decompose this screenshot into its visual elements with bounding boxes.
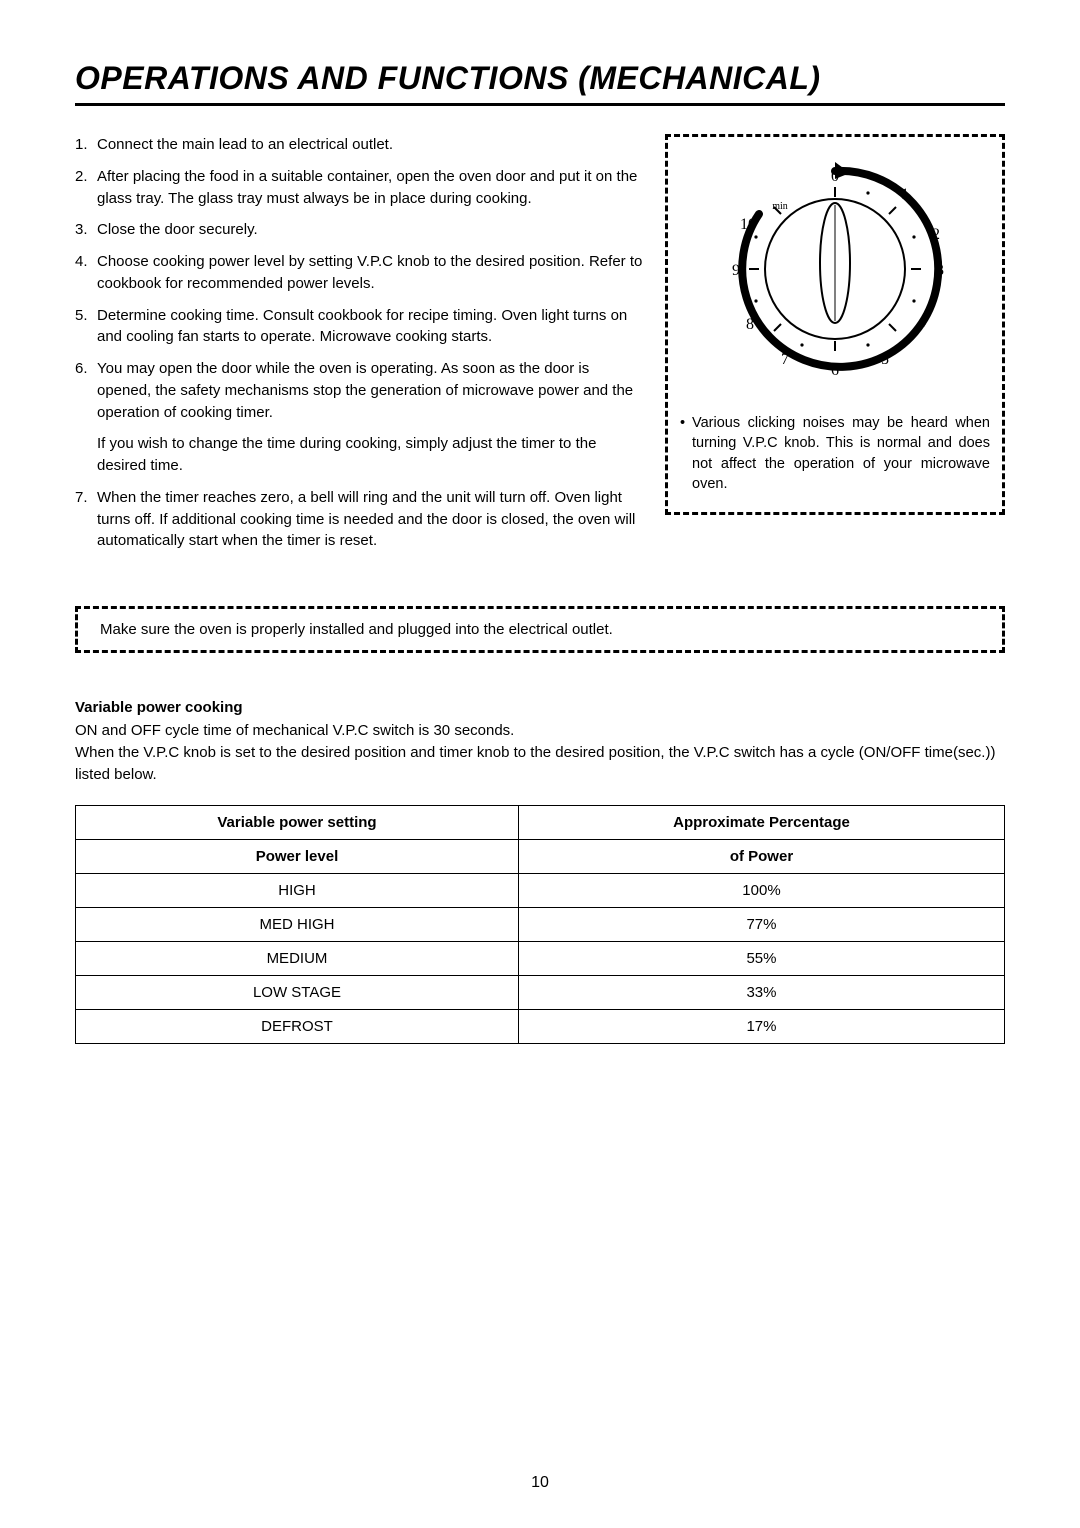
cell-level: MEDIUM [76, 942, 519, 976]
table-header-row-2: Power level of Power [76, 840, 1005, 874]
dial-num-8: 8 [746, 316, 754, 333]
dial-num-5: 5 [881, 351, 889, 368]
cell-level: HIGH [76, 874, 519, 908]
vpc-body: ON and OFF cycle time of mechanical V.P.… [75, 720, 1005, 785]
vpc-body-line1: ON and OFF cycle time of mechanical V.P.… [75, 722, 514, 739]
step-text: When the timer reaches zero, a bell will… [97, 489, 635, 550]
cell-pct: 77% [518, 908, 1004, 942]
step-5: Determine cooking time. Consult cookbook… [75, 305, 645, 349]
table-row: MEDIUM 55% [76, 942, 1005, 976]
vpc-body-line2: When the V.P.C knob is set to the desire… [75, 744, 995, 783]
cell-level: LOW STAGE [76, 976, 519, 1010]
step-3: Close the door securely. [75, 219, 645, 241]
dial-num-3: 3 [936, 262, 944, 279]
cell-pct: 55% [518, 942, 1004, 976]
step-text: After placing the food in a suitable con… [97, 168, 637, 207]
step-4: Choose cooking power level by setting V.… [75, 251, 645, 295]
dial-wrap: 0 1 2 3 4 5 6 7 8 9 10 min [680, 159, 990, 389]
timer-dial-icon: 0 1 2 3 4 5 6 7 8 9 10 min [700, 159, 970, 389]
page-title: OPERATIONS AND FUNCTIONS (MECHANICAL) [75, 60, 1005, 97]
dial-num-6: 6 [831, 362, 839, 379]
table-row: DEFROST 17% [76, 1010, 1005, 1044]
cell-pct: 17% [518, 1010, 1004, 1044]
cell-pct: 33% [518, 976, 1004, 1010]
dial-box: 0 1 2 3 4 5 6 7 8 9 10 min Various click… [665, 134, 1005, 515]
step-7: When the timer reaches zero, a bell will… [75, 487, 645, 552]
th-approx-pct: Approximate Percentage [518, 806, 1004, 840]
step-text: Determine cooking time. Consult cookbook… [97, 307, 627, 346]
table-header-row-1: Variable power setting Approximate Perce… [76, 806, 1005, 840]
th-power-level: Power level [76, 840, 519, 874]
th-of-power: of Power [518, 840, 1004, 874]
step-6: You may open the door while the oven is … [75, 358, 645, 477]
dial-column: 0 1 2 3 4 5 6 7 8 9 10 min Various click… [665, 134, 1005, 562]
vpc-heading: Variable power cooking [75, 699, 1005, 716]
warning-box: Make sure the oven is properly installed… [75, 606, 1005, 653]
step-text: You may open the door while the oven is … [97, 360, 633, 421]
table-row: LOW STAGE 33% [76, 976, 1005, 1010]
dial-num-2: 2 [932, 226, 940, 243]
warning-text: Make sure the oven is properly installed… [100, 621, 613, 638]
dial-num-4: 4 [918, 314, 926, 331]
steps-list: Connect the main lead to an electrical o… [75, 134, 645, 552]
cell-pct: 100% [518, 874, 1004, 908]
step-2: After placing the food in a suitable con… [75, 166, 645, 210]
cell-level: DEFROST [76, 1010, 519, 1044]
step-6-sub: If you wish to change the time during co… [97, 433, 645, 477]
two-column-layout: Connect the main lead to an electrical o… [75, 134, 1005, 562]
dial-num-10: 10 [740, 216, 756, 233]
power-table: Variable power setting Approximate Perce… [75, 805, 1005, 1044]
dial-num-9: 9 [732, 262, 740, 279]
title-rule [75, 103, 1005, 106]
step-text: Connect the main lead to an electrical o… [97, 136, 393, 153]
table-row: HIGH 100% [76, 874, 1005, 908]
instructions-column: Connect the main lead to an electrical o… [75, 134, 645, 562]
step-text: Close the door securely. [97, 221, 258, 238]
th-power-setting: Variable power setting [76, 806, 519, 840]
cell-level: MED HIGH [76, 908, 519, 942]
dial-min-label: min [772, 201, 788, 212]
dial-num-1: 1 [901, 186, 909, 203]
clicking-note: Various clicking noises may be heard whe… [680, 413, 990, 494]
page-number: 10 [0, 1474, 1080, 1492]
table-row: MED HIGH 77% [76, 908, 1005, 942]
dial-num-7: 7 [781, 351, 789, 368]
step-1: Connect the main lead to an electrical o… [75, 134, 645, 156]
step-text: Choose cooking power level by setting V.… [97, 253, 642, 292]
dial-num-0: 0 [831, 168, 839, 185]
